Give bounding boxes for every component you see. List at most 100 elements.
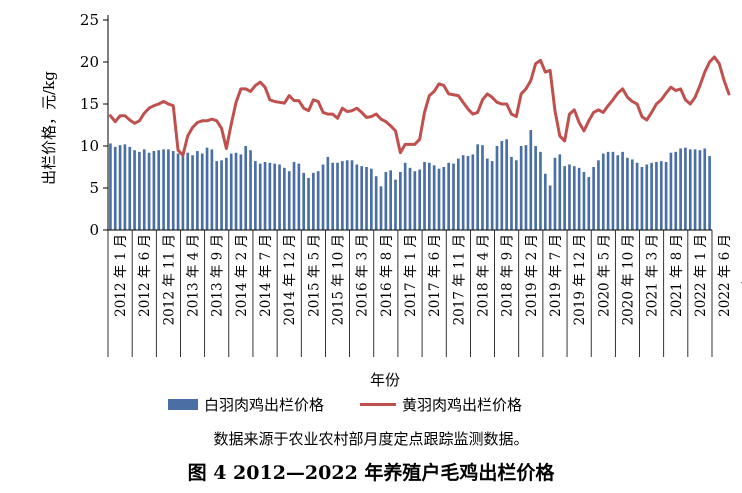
bar-white-52	[360, 166, 364, 230]
bar-white-22	[215, 161, 219, 230]
bar-white-93	[558, 154, 562, 230]
x-tick-label-19: 2019 年 12 月	[572, 234, 588, 325]
bar-white-91	[548, 185, 552, 230]
x-tick-label-20: 2020 年 5 月	[596, 234, 612, 317]
legend-label-yellow: 黄羽肉鸡出栏价格	[402, 396, 523, 414]
line-series	[108, 55, 731, 157]
bar-white-59	[394, 179, 397, 230]
bar-white-41	[307, 177, 310, 230]
bar-white-78	[485, 158, 489, 230]
bar-white-23	[220, 160, 223, 230]
bar-white-117	[674, 151, 678, 230]
bar-white-39	[297, 163, 301, 230]
bar-white-29	[249, 150, 252, 230]
x-tick-label-3: 2013 年 4 月	[186, 234, 202, 317]
legend: 白羽肉鸡出栏价格 黄羽肉鸡出栏价格	[168, 394, 558, 415]
bar-white-96	[572, 166, 576, 230]
y-tick-label-5: 25	[80, 11, 99, 29]
bar-white-17	[191, 155, 194, 230]
bar-white-47	[336, 162, 339, 230]
bar-white-50	[350, 160, 354, 230]
y-tick-label-4: 20	[80, 53, 99, 71]
bar-white-123	[703, 148, 707, 230]
bar-white-15	[181, 154, 185, 230]
bar-white-56	[379, 186, 383, 230]
bar-white-16	[186, 152, 190, 230]
bar-white-70	[447, 162, 450, 230]
bar-white-51	[355, 164, 359, 230]
bar-white-116	[669, 152, 673, 230]
bar-white-112	[650, 162, 653, 230]
bar-white-98	[582, 172, 586, 230]
line-yellow	[108, 55, 731, 157]
bar-white-104	[611, 151, 615, 230]
bar-white-103	[606, 151, 610, 230]
x-tick-label-24: 2022 年 1 月	[693, 234, 709, 317]
bar-white-77	[481, 145, 484, 230]
bar-white-48	[341, 161, 344, 230]
bar-white-118	[679, 148, 682, 230]
x-tick-label-13: 2017 年 6 月	[427, 234, 443, 317]
bar-white-25	[229, 153, 233, 230]
source-note: 数据来源于农业农村部月度定点跟踪监测数据。	[213, 430, 529, 448]
bar-white-90	[543, 173, 547, 230]
bar-white-49	[345, 160, 349, 230]
bar-white-82	[505, 139, 508, 230]
x-tick-label-11: 2016 年 8 月	[379, 234, 395, 317]
bar-white-5	[133, 150, 136, 230]
bar-white-13	[171, 151, 175, 230]
y-ticks: 0 5 10 15 20 25	[80, 11, 108, 239]
bar-white-8	[147, 152, 151, 230]
x-tick-label-9: 2015 年 10 月	[331, 234, 347, 325]
figure-caption: 图 4 2012—2022 年养殖户毛鸡出栏价格	[187, 462, 555, 484]
bar-white-32	[263, 161, 267, 230]
bar-white-113	[655, 161, 658, 230]
bar-white-40	[302, 172, 306, 230]
bar-white-107	[626, 157, 629, 230]
bar-white-58	[389, 170, 392, 230]
bar-white-111	[645, 164, 649, 230]
x-tick-label-0: 2012 年 1 月	[113, 234, 129, 317]
bar-white-31	[258, 163, 262, 230]
bar-white-61	[403, 162, 407, 230]
bar-white-100	[592, 167, 595, 230]
bar-white-97	[577, 167, 581, 230]
bar-white-64	[418, 169, 421, 230]
bar-white-55	[374, 176, 378, 230]
bar-white-80	[495, 146, 499, 230]
x-tick-label-2: 2012 年 11 月	[161, 234, 177, 325]
bar-white-89	[539, 151, 542, 230]
bar-white-24	[225, 157, 228, 230]
bar-white-21	[210, 149, 214, 230]
x-tick-label-23: 2021 年 8 月	[669, 234, 685, 317]
x-tick-label-25: 2022 年 6 月	[717, 234, 733, 317]
bar-white-14	[176, 153, 180, 230]
bar-white-33	[268, 162, 272, 230]
bar-white-57	[384, 172, 388, 230]
bar-white-79	[490, 161, 494, 230]
bar-white-4	[128, 146, 132, 230]
bar-white-68	[437, 168, 441, 230]
legend-label-white: 白羽肉鸡出栏价格	[204, 396, 325, 414]
bar-white-19	[200, 153, 204, 230]
x-tick-label-14: 2017 年 11 月	[451, 234, 467, 325]
bar-white-60	[399, 172, 402, 230]
bar-white-105	[616, 155, 620, 230]
bar-white-0	[109, 143, 112, 230]
bar-white-7	[142, 149, 146, 230]
x-tick-label-15: 2018 年 4 月	[475, 234, 491, 317]
bar-white-37	[287, 171, 291, 230]
legend-item-yellow: 黄羽肉鸡出栏价格	[360, 394, 522, 415]
bar-white-110	[640, 167, 644, 230]
bar-white-72	[456, 158, 460, 230]
bar-white-26	[234, 152, 238, 230]
bar-white-9	[152, 151, 156, 230]
bar-white-53	[365, 167, 368, 230]
x-tick-label-7: 2014 年 12 月	[282, 234, 298, 325]
x-tick-label-17: 2019 年 2 月	[524, 234, 540, 317]
x-tick-label-12: 2017 年 1 月	[403, 234, 419, 317]
bar-white-69	[442, 167, 446, 230]
bar-white-35	[278, 164, 281, 230]
bar-white-54	[370, 168, 373, 230]
bar-white-10	[157, 150, 161, 230]
